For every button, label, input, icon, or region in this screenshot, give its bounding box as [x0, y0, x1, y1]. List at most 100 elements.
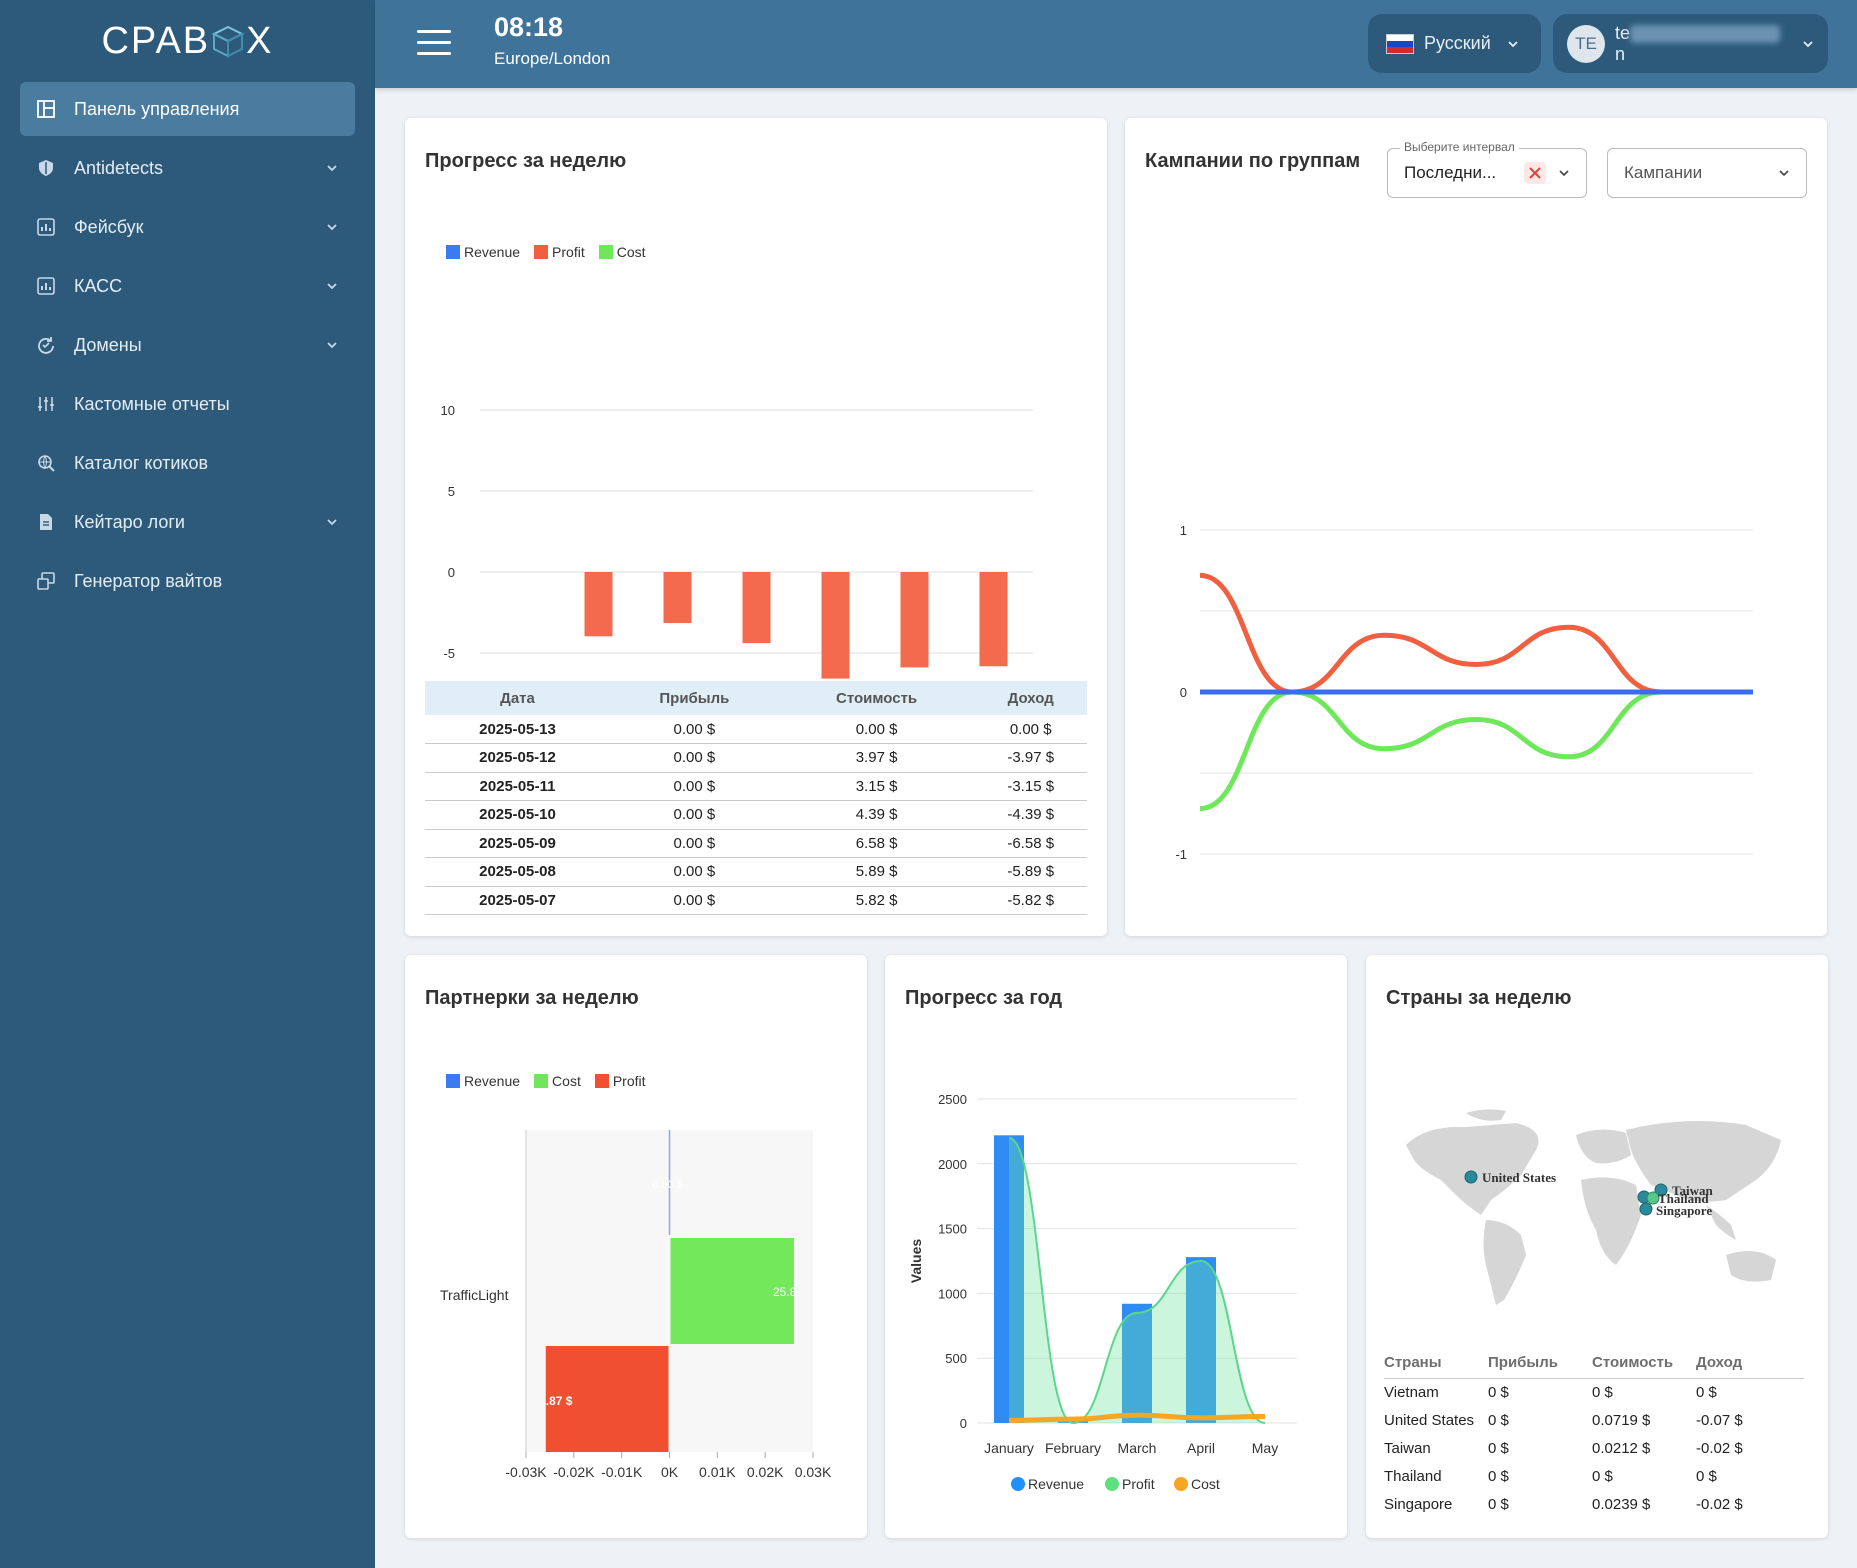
table-header[interactable]: Доход	[974, 681, 1087, 715]
legend-label: Cost	[616, 244, 646, 260]
x-tick-label: -0.02K	[553, 1464, 595, 1480]
table-cell: 0 $	[1696, 1467, 1717, 1485]
bar-profit[interactable]	[545, 1346, 669, 1452]
shield-icon	[36, 158, 56, 178]
legend-item-revenue[interactable]: Revenue	[446, 1073, 520, 1089]
legend-item-revenue[interactable]: Revenue	[446, 244, 520, 260]
sidebar-item-8[interactable]: Генератор вайтов	[20, 554, 355, 608]
table-cell: 0.00 $	[610, 829, 779, 858]
table-cell: 0.00 $	[610, 715, 779, 744]
chevron-down-icon	[327, 342, 337, 349]
logo[interactable]: CPAB X	[0, 0, 375, 82]
table-cell: 0.0719 $	[1592, 1411, 1651, 1429]
table-cell: -4.39 $	[974, 800, 1087, 830]
weekly-progress-card: Прогресс за неделю Revenue Profit Cost 1…	[405, 118, 1107, 936]
chevron-down-icon	[1803, 40, 1813, 47]
legend-label: Revenue	[464, 1073, 521, 1089]
legend-label: Profit	[552, 244, 585, 260]
table-row: 2025-05-11 0.00 $3.15 $ -3.15 $	[425, 772, 1087, 801]
table-cell: 2025-05-08	[425, 857, 610, 887]
table-header[interactable]: Прибыль	[610, 681, 779, 715]
line-cost[interactable]	[1008, 1412, 1266, 1423]
clear-icon[interactable]	[1524, 162, 1546, 184]
legend-item-profit[interactable]: Profit	[594, 1073, 646, 1089]
sidebar-item-2[interactable]: Фейсбук	[20, 200, 355, 254]
table-header[interactable]: Стоимость	[778, 681, 975, 715]
bar-cost[interactable]	[670, 1238, 795, 1344]
legend-item-profit[interactable]: Profit	[534, 244, 585, 260]
interval-select[interactable]: Выберите интервал Последни...	[1387, 140, 1587, 198]
legend-marker[interactable]	[1105, 1477, 1119, 1491]
marker-thailand[interactable]	[1646, 1191, 1660, 1205]
table-cell: 0.0239 $	[1592, 1495, 1651, 1513]
legend-marker[interactable]	[1011, 1477, 1025, 1491]
table-cell: -5.82 $	[974, 886, 1087, 915]
menu-toggle-icon[interactable]	[417, 30, 451, 56]
yearly-combo-chart: 2500 2000 1500 1000 500 0 Values January Februar…	[908, 1092, 1297, 1492]
y-category-label: TrafficLight	[440, 1287, 509, 1303]
table-cell: 6.58 $	[778, 829, 975, 858]
marker-united-states[interactable]	[1464, 1170, 1478, 1184]
table-cell: Thailand	[1384, 1467, 1442, 1485]
table-header[interactable]: Доход	[1696, 1348, 1804, 1379]
refresh-icon	[36, 335, 56, 355]
series-line-cost[interactable]	[1199, 572, 1753, 695]
sidebar-item-7[interactable]: Кейтаро логи	[20, 495, 355, 549]
legend-marker[interactable]	[1174, 1477, 1188, 1491]
table-header[interactable]: Дата	[425, 681, 610, 715]
sidebar-item-5[interactable]: Кастомные отчеты	[20, 377, 355, 431]
series-line-profit[interactable]	[1199, 689, 1753, 812]
table-header[interactable]: Стоимость	[1592, 1348, 1696, 1379]
marker-singapore[interactable]	[1639, 1202, 1653, 1216]
y-tick-label: 5	[448, 484, 455, 499]
card-title: Партнерки за неделю	[425, 987, 639, 1009]
user-menu[interactable]: TE ten	[1553, 14, 1828, 73]
sidebar-item-0[interactable]: Панель управления	[20, 82, 355, 136]
bar-profit[interactable]	[742, 572, 771, 644]
table-cell: 0 $	[1696, 1383, 1717, 1401]
sidebar-item-6[interactable]: Каталог котиков	[20, 436, 355, 490]
bar-profit[interactable]	[979, 572, 1008, 667]
y-tick-label: 500	[945, 1351, 967, 1366]
sidebar-item-4[interactable]: Домены	[20, 318, 355, 372]
chevron-down-icon	[1508, 40, 1518, 47]
table-header[interactable]: Страны	[1384, 1348, 1488, 1379]
chevron-down-icon	[327, 224, 337, 231]
table-header[interactable]: Прибыль	[1488, 1348, 1592, 1379]
bar-profit[interactable]	[821, 572, 850, 679]
campaign-select[interactable]: Кампании	[1607, 148, 1807, 198]
bar-profit[interactable]	[584, 572, 613, 637]
user-name-end: n	[1615, 43, 1626, 64]
bar-revenue[interactable]	[994, 1135, 1024, 1423]
russian-flag-icon	[1386, 33, 1414, 54]
user-name: ten	[1615, 23, 1790, 65]
card-title: Прогресс за год	[905, 987, 1063, 1009]
table-row: Vietnam 0 $ 0 $ 0 $	[1384, 1378, 1804, 1406]
table-cell: -0.02 $	[1696, 1495, 1743, 1513]
table-cell: -3.97 $	[974, 743, 1087, 773]
table-cell: Singapore	[1384, 1495, 1453, 1513]
line-profit[interactable]	[1008, 1136, 1266, 1425]
y-tick-label: 0	[960, 1416, 967, 1431]
area-profit[interactable]	[1009, 1137, 1265, 1423]
bar-profit[interactable]	[663, 572, 692, 624]
bar-profit[interactable]	[900, 572, 929, 668]
legend-item-cost[interactable]: Cost	[598, 244, 646, 260]
top-header: 08:18 Europe/London Русский TE ten	[375, 0, 1857, 88]
sidebar-item-1[interactable]: Antidetects	[20, 141, 355, 195]
x-tick-label: February	[1045, 1440, 1101, 1456]
legend-label: Cost	[552, 1073, 581, 1089]
chart-icon	[36, 217, 56, 237]
legend-item-cost[interactable]: Cost	[534, 1073, 581, 1089]
bar-revenue[interactable]	[1122, 1303, 1152, 1423]
language-selector[interactable]: Русский	[1368, 14, 1541, 73]
logo-text-right: X	[246, 19, 274, 62]
table-cell: Taiwan	[1384, 1439, 1431, 1457]
map-label-thailand: Thailand	[1658, 1191, 1709, 1206]
sidebar-item-3[interactable]: КАСС	[20, 259, 355, 313]
table-cell: 0.0212 $	[1592, 1439, 1651, 1457]
table-cell: 2025-05-10	[425, 800, 610, 830]
table-cell: 0.00 $	[610, 886, 779, 915]
marker-taiwan[interactable]	[1654, 1183, 1668, 1197]
bar-revenue[interactable]	[1186, 1257, 1216, 1423]
